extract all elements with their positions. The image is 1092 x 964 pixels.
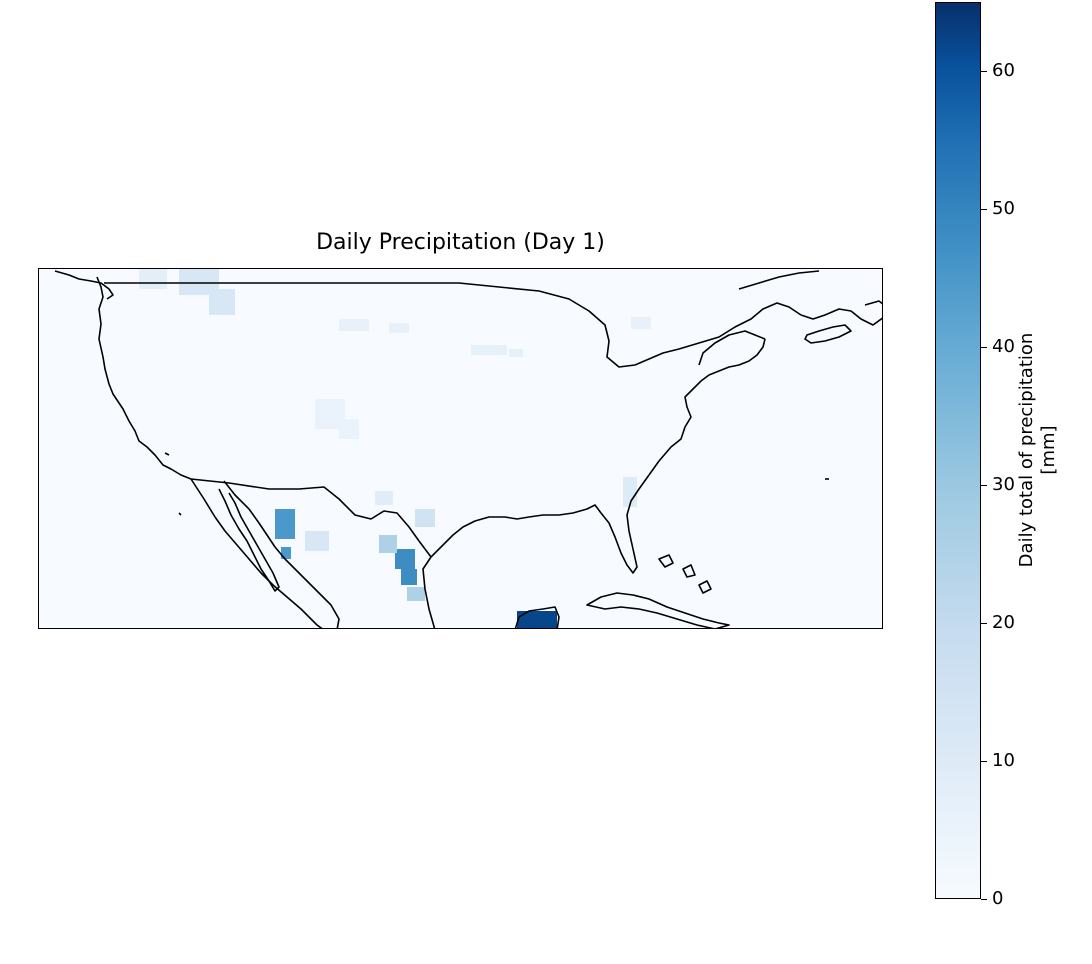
northeast-coastline [698, 330, 766, 366]
map-panel [38, 268, 883, 629]
mexico-pacific-coast [190, 478, 323, 628]
us-mexico-border [190, 478, 432, 558]
precip-cell [395, 549, 415, 569]
channel-islands [164, 452, 182, 516]
colorbar-label-line2: [mm] [1038, 425, 1059, 475]
precip-cell [415, 509, 435, 527]
colorbar-tick-label: 0 [992, 888, 1004, 909]
precip-cell [305, 531, 329, 551]
us-west-coastline [96, 276, 192, 480]
bahamas [658, 554, 712, 594]
nova-scotia [804, 324, 852, 344]
canada-coastline-west [54, 270, 114, 300]
colorbar-tick-label: 30 [992, 474, 1015, 495]
canada-maritimes [800, 308, 882, 326]
gulf-of-california-east [223, 480, 340, 628]
colorbar-tick-label: 10 [992, 750, 1015, 771]
colorbar-tick [981, 760, 987, 762]
precip-cell [517, 611, 557, 628]
precip-cell [471, 345, 507, 355]
colorbar-tick [981, 346, 987, 348]
colorbar-tick [981, 622, 987, 624]
colorbar-tick-label: 50 [992, 198, 1015, 219]
baja-california [218, 488, 280, 592]
great-lakes-border [458, 282, 802, 368]
colorbar-tick-label: 40 [992, 336, 1015, 357]
colorbar-tick-label: 20 [992, 612, 1015, 633]
colorbar [935, 2, 981, 899]
precip-cell [375, 491, 393, 505]
precip-cell [379, 535, 397, 553]
precip-cell [139, 269, 167, 289]
precip-cell [407, 587, 425, 601]
precip-cell [209, 289, 235, 315]
precipitation-map [39, 269, 882, 628]
precip-cell [401, 569, 417, 585]
colorbar-tick [981, 484, 987, 486]
precip-cell [339, 319, 369, 331]
colorbar-tick [981, 70, 987, 72]
newfoundland-edge [864, 300, 882, 306]
colorbar-tick [981, 898, 987, 900]
map-title: Daily Precipitation (Day 1) [316, 230, 605, 255]
colorbar-tick [981, 208, 987, 210]
precip-cell [631, 317, 651, 329]
precip-cell [623, 477, 637, 507]
colorbar-tick-label: 60 [992, 60, 1015, 81]
precip-cell [281, 547, 291, 559]
precip-cell [389, 323, 409, 333]
gulf-coast-north [430, 338, 766, 574]
precip-cell [275, 509, 295, 539]
precip-cell [339, 419, 359, 439]
coastline-and-borders [54, 270, 882, 628]
yucatan-peninsula [514, 606, 560, 628]
colorbar-label-line1: Daily total of precipitation [1016, 332, 1037, 568]
cuba [586, 592, 730, 628]
gulf-coast-west [422, 556, 436, 628]
gulf-of-st-lawrence [738, 270, 820, 290]
colorbar-label: Daily total of precipitation [mm] [1016, 150, 1064, 750]
ocean-background [39, 269, 882, 628]
precip-cell [509, 349, 523, 357]
precipitation-layer [139, 269, 651, 628]
